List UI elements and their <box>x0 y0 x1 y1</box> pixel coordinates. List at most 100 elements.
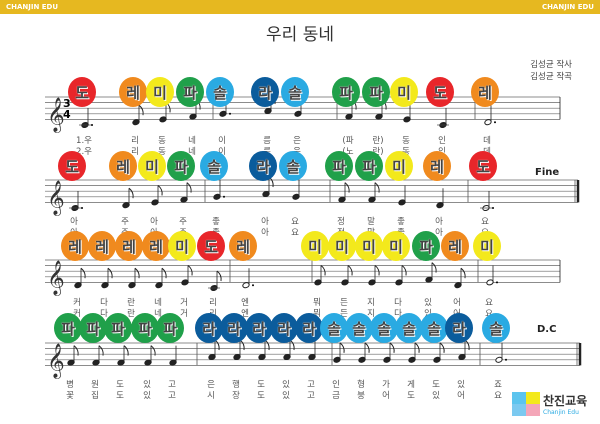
lyric-verse-1: 뭐 <box>313 298 321 308</box>
logo-korean: 찬진교육 <box>543 394 588 408</box>
treble-clef-icon: 𝄞 <box>47 260 65 296</box>
lyric-verse-2: 네 <box>188 147 196 157</box>
lyric-verse-2: 꽃 <box>66 391 74 401</box>
solfege-bubble: 파 <box>412 231 440 261</box>
lyric-verse-1: 가 <box>382 380 390 390</box>
solfege-bubble: 레 <box>115 231 143 261</box>
lyric-verse-2: 요 <box>291 228 299 238</box>
note-flag <box>107 267 113 279</box>
solfege-bubble: 레 <box>119 77 147 107</box>
lyric-verse-2: 아 <box>261 228 269 238</box>
note-dot <box>223 195 225 198</box>
note-flag <box>186 182 192 193</box>
note-flag <box>344 182 350 193</box>
lyric-verse-1: 은 <box>207 380 215 390</box>
solfege-bubble: 라 <box>270 313 298 343</box>
time-signature-bottom: 4 <box>63 108 71 121</box>
lyric-verse-1: 요 <box>481 217 489 227</box>
note-dot <box>494 121 496 124</box>
solfege-bubble: 미 <box>473 231 501 261</box>
solfege-bubble: 파 <box>167 151 195 181</box>
lyric-verse-2: (노 <box>342 147 354 157</box>
note-flag <box>431 262 437 273</box>
logo-mark-icon <box>512 392 540 416</box>
lyric-verse-2: 뭐 <box>313 309 321 319</box>
lyric-verse-2: 고 <box>307 391 315 401</box>
solfege-bubble: 레 <box>142 231 170 261</box>
song-title: 우리 동네 <box>266 25 334 45</box>
lyric-verse-2: 2.우 <box>76 147 92 157</box>
solfege-bubble: 레 <box>441 231 469 261</box>
treble-clef-icon: 𝄞 <box>47 343 65 379</box>
note-flag <box>73 345 79 356</box>
lyric-verse-1: 이 <box>218 136 226 146</box>
lyric-verse-2: 있 <box>432 391 440 401</box>
note-flag <box>401 265 407 276</box>
solfege-bubble: 레 <box>61 231 89 261</box>
solfege-bubble: 도 <box>58 151 86 181</box>
lyric-verse-1: 데 <box>483 136 491 146</box>
note-flag <box>80 267 86 279</box>
lyric-verse-1: 은 <box>293 136 301 146</box>
solfege-bubble: 미 <box>328 231 356 261</box>
solfege-bubble: 미 <box>168 231 196 261</box>
lyric-verse-1: 란 <box>127 298 135 308</box>
lyric-verse-1: 정 <box>337 217 345 227</box>
lyric-verse-1: 도 <box>257 380 265 390</box>
lyric-verse-1: 름 <box>263 136 271 146</box>
header-bar: CHANJIN EDU CHANJIN EDU <box>0 0 600 14</box>
note-flag <box>320 265 326 276</box>
lyric-verse-2: 붕 <box>357 391 365 401</box>
solfege-bubble: 솔 <box>482 313 510 343</box>
lyric-verse-2: 어 <box>382 391 390 401</box>
lyric-verse-1: 인 <box>438 136 446 146</box>
note-flag <box>389 342 395 353</box>
solfege-bubble: 레 <box>229 231 257 261</box>
solfege-bubble: 도 <box>197 231 225 261</box>
lyric-verse-1: 주 <box>121 217 129 227</box>
lyric-verse-1: 커 <box>73 298 81 308</box>
lyric-verse-1: 아 <box>150 217 158 227</box>
header-brand-right: CHANJIN EDU <box>541 3 594 11</box>
lyric-verse-1: 고 <box>307 380 315 390</box>
lyric-verse-1: 어 <box>453 298 461 308</box>
solfege-bubble: 파 <box>131 313 159 343</box>
note-flag <box>157 185 163 196</box>
lyric-verse-1: 리 <box>131 136 139 146</box>
lyric-verse-1: 있 <box>282 380 290 390</box>
lyric-verse-1: 행 <box>232 380 240 390</box>
fine-mark: Fine <box>535 167 560 178</box>
note-flag <box>98 345 104 356</box>
lyric-verse-2: 금 <box>332 391 340 401</box>
lyric-verse-1: 형 <box>357 380 365 390</box>
treble-clef-icon: 𝄞 <box>47 180 65 216</box>
lyric-verse-1: 동 <box>402 136 410 146</box>
solfege-bubble: 파 <box>54 313 82 343</box>
lyric-verse-1: 다 <box>394 298 402 308</box>
note-flag <box>460 267 466 279</box>
note-flag <box>374 182 380 193</box>
note-flag <box>374 265 380 276</box>
lyric-verse-1: 아 <box>70 217 78 227</box>
note-dot <box>91 124 93 126</box>
note-flag <box>138 104 144 116</box>
lyric-verse-1: 죠 <box>494 380 502 390</box>
note-dot <box>492 207 494 209</box>
note-dot <box>505 358 507 361</box>
solfege-bubble: 파 <box>362 77 390 107</box>
lyric-verse-2: 다 <box>394 309 402 319</box>
lyric-verse-2: 지 <box>367 309 375 319</box>
solfege-bubble: 미 <box>301 231 329 261</box>
chanjin-logo: 찬진교육 Chanjin Edu <box>512 392 587 416</box>
note-flag <box>439 342 445 353</box>
solfege-bubble: 미 <box>385 151 413 181</box>
lyric-verse-1: 엔 <box>241 298 249 308</box>
solfege-bubble: 라 <box>245 313 273 343</box>
lyric-verse-2: 도 <box>407 391 415 401</box>
solfege-bubble: 미 <box>138 151 166 181</box>
solfege-bubble: 파 <box>332 77 360 107</box>
lyricist: 김성균 작사 <box>530 60 572 70</box>
lyric-verse-2: 동 <box>158 147 166 157</box>
lyric-verse-1: 란) <box>372 136 384 146</box>
solfege-bubble: 솔 <box>206 77 234 107</box>
